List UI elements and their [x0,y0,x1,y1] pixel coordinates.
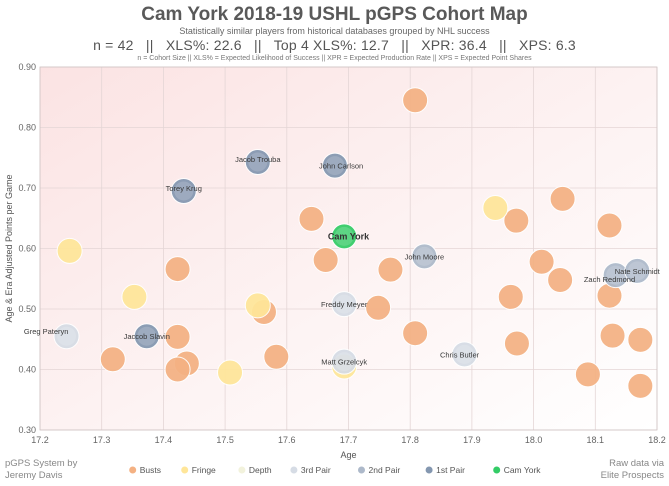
y-tick-label: 0.30 [18,425,36,435]
legend-label: 1st Pair [436,465,465,475]
y-tick-label: 0.80 [18,123,36,133]
point-busts [528,248,555,275]
x-tick-label: 17.8 [401,435,419,445]
point-busts [627,372,654,399]
point-busts [599,322,626,349]
y-tick-label: 0.70 [18,183,36,193]
footer-credit: pGPS System by Jeremy Davis [5,458,77,482]
point-3rd-pair [331,291,358,318]
footer-source-line1: Raw data via [609,458,664,469]
x-tick-label: 17.4 [155,435,173,445]
footer-source: Raw data via Elite Prospects [601,458,664,482]
point-2nd-pair [624,257,651,284]
legend-label: Busts [140,465,161,475]
point-busts [298,205,325,232]
chart-subtitle: Statistically similar players from histo… [179,26,490,36]
point-busts [99,346,126,373]
point-busts [503,330,530,357]
y-tick-label: 0.90 [18,62,36,72]
point-label: Greg Pateryn [24,327,69,336]
point-busts [574,361,601,388]
point-busts [365,294,392,321]
point-label: Cam York [328,231,370,241]
point-3rd-pair [53,323,80,350]
legend-label: 2nd Pair [369,465,401,475]
cohort-stats: n = 42 || XLS%: 22.6 || Top 4 XLS%: 12.7… [93,37,576,53]
point-1st-pair [244,148,271,175]
x-tick-label: 18.0 [525,435,543,445]
legend-label: Cam York [504,465,542,475]
point-busts [547,266,574,293]
x-tick-label: 17.3 [93,435,111,445]
legend-swatch [425,466,433,474]
point-busts [402,87,429,114]
point-busts [263,343,290,370]
point-busts [312,246,339,273]
point-label: John Moore [405,252,445,261]
point-busts [497,283,524,310]
point-busts [503,207,530,234]
point-label: Freddy Meyer [321,300,368,309]
point-fringe [121,283,148,310]
point-busts [377,256,404,283]
point-1st-pair [133,323,160,350]
x-tick-label: 17.5 [216,435,234,445]
legend-label: Depth [249,465,272,475]
x-axis-label: Age [340,450,356,460]
point-fringe [217,359,244,386]
legend-label: 3rd Pair [301,465,331,475]
legend-swatch [358,466,365,474]
point-fringe [482,194,509,221]
point-busts [402,320,429,347]
point-label: Jaccob Slavin [124,332,170,341]
point-label: Torey Krug [166,184,202,193]
legend-swatch [290,466,298,474]
footer-credit-line1: pGPS System by [5,458,78,469]
legend-swatch [238,466,246,474]
point-busts [627,326,654,353]
point-label: Jacob Trouba [235,155,281,164]
point-fringe [244,292,271,319]
legend-swatch [493,466,501,474]
point-busts [164,323,191,350]
point-label: Zach Redmond [584,275,635,284]
point-label: Nate Schmidt [615,267,661,276]
point-busts [164,356,191,383]
y-axis-label: Age & Era Adjusted Points per Game [4,174,14,322]
footer-credit-line2: Jeremy Davis [5,470,63,481]
legend-label: Fringe [192,465,216,475]
point-cam-york [331,223,358,250]
x-tick-label: 17.6 [278,435,296,445]
point-1st-pair [321,152,348,179]
y-tick-label: 0.50 [18,304,36,314]
x-tick-label: 18.2 [648,435,666,445]
abbreviation-note: n = Cohort Size || XLS% = Expected Likel… [137,55,532,62]
point-2nd-pair [411,243,438,270]
point-fringe [56,237,83,264]
legend-swatch [181,466,189,474]
point-label: John Carlson [319,162,363,171]
point-busts [549,185,576,212]
point-1st-pair [170,178,197,205]
y-tick-label: 0.40 [18,365,36,375]
point-busts [596,212,623,239]
x-tick-label: 17.2 [31,435,49,445]
x-tick-label: 17.9 [463,435,481,445]
footer-source-line2: Elite Prospects [600,470,664,481]
x-tick-label: 18.1 [587,435,605,445]
point-label: Matt Grzelcyk [321,358,367,367]
point-label: Chris Butler [440,350,480,359]
point-busts [164,256,191,283]
y-tick-label: 0.60 [18,244,36,254]
point-3rd-pair [331,348,358,375]
x-tick-label: 17.7 [340,435,358,445]
chart-title: Cam York 2018-19 USHL pGPS Cohort Map [141,4,528,25]
plot-border [39,66,658,431]
legend-swatch [129,466,137,474]
point-3rd-pair [451,341,478,368]
